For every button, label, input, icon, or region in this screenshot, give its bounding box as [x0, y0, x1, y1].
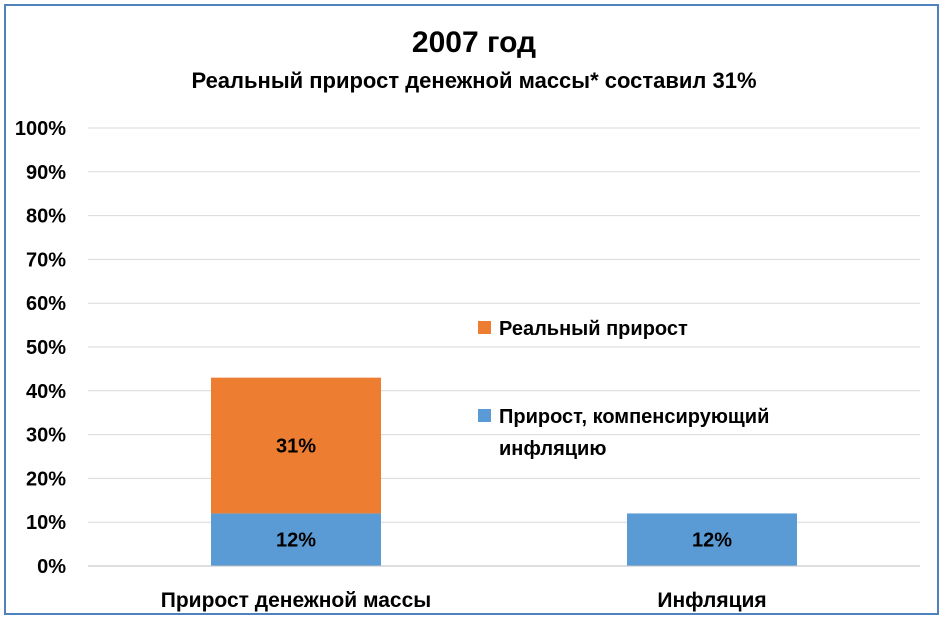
x-category-label: Инфляция: [657, 589, 766, 612]
bar-segment: [211, 513, 381, 566]
legend: Реальный прирост Прирост, компенсирующий и…: [478, 318, 769, 460]
legend-label: Реальный прирост: [499, 318, 688, 340]
legend-swatch: [478, 321, 491, 334]
y-axis: 0% 10% 20% 30% 40% 50% 60% 70% 80% 90% 100%: [15, 118, 66, 578]
y-tick-label: 0%: [37, 556, 66, 578]
bars: 12% 31% 12%: [211, 377, 797, 566]
legend-swatch: [478, 409, 491, 422]
bar-segment: [627, 513, 797, 566]
bar-segment: [211, 377, 381, 514]
y-tick-label: 30%: [26, 425, 66, 447]
y-tick-label: 10%: [26, 512, 66, 534]
data-label: 31%: [276, 436, 316, 458]
chart-subtitle: Реальный прирост денежной массы* состави…: [191, 68, 756, 93]
y-tick-label: 90%: [26, 162, 66, 184]
y-tick-label: 70%: [26, 249, 66, 271]
y-tick-label: 20%: [26, 468, 66, 490]
y-tick-label: 50%: [26, 337, 66, 359]
legend-label: Прирост, компенсирующий: [499, 406, 769, 428]
y-tick-label: 60%: [26, 293, 66, 315]
y-tick-label: 100%: [15, 118, 66, 140]
chart-frame: [4, 4, 939, 615]
data-label: 12%: [276, 530, 316, 552]
y-tick-label: 40%: [26, 381, 66, 403]
x-category-label: Прирост денежной массы: [161, 589, 431, 612]
y-tick-label: 80%: [26, 206, 66, 228]
chart-title: 2007 год: [412, 26, 536, 59]
data-label: 12%: [692, 530, 732, 552]
legend-label: инфляцию: [499, 438, 606, 460]
x-axis: Прирост денежной массы Инфляция: [88, 565, 920, 612]
